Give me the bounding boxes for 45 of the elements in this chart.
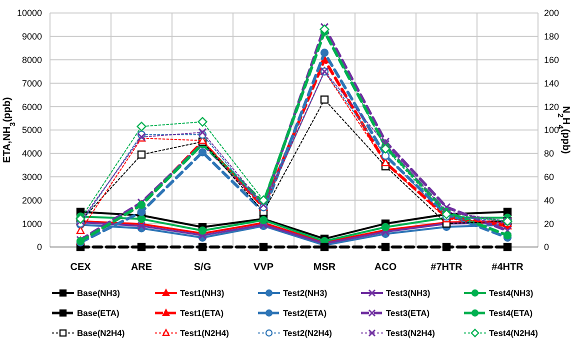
- y2-tick-label: 200: [544, 8, 560, 18]
- legend-label: Test2(N2H4): [283, 328, 332, 338]
- y2-tick-label: 160: [544, 54, 560, 65]
- y-tick-label: 4000: [22, 148, 42, 159]
- y-tick-label: 0: [36, 242, 42, 252]
- legend-label: Base(ETA): [77, 308, 120, 318]
- legend-label: Test3(NH3): [386, 288, 430, 298]
- x-tick-label: #7HTR: [430, 262, 464, 273]
- y2-tick-label: 20: [544, 218, 554, 229]
- legend-label: Test4(NH3): [489, 288, 534, 298]
- legend-label: Test2(ETA): [283, 308, 327, 318]
- y-tick-label: 7000: [22, 78, 42, 88]
- y2-tick-label: 120: [544, 102, 560, 112]
- y2-tick-label: 140: [544, 78, 560, 88]
- y-tick-label: 9000: [22, 32, 42, 42]
- y-tick-label: 6000: [22, 102, 42, 112]
- x-tick-label: #4HTR: [492, 262, 524, 273]
- legend-label: Test1(NH3): [180, 288, 224, 298]
- y-tick-label: 3000: [22, 172, 42, 182]
- x-tick-label: MSR: [313, 262, 336, 273]
- legend-label: Test1(ETA): [180, 308, 224, 318]
- legend-label: Test2(NH3): [283, 288, 328, 298]
- legend-label: Base(N2H4): [77, 328, 125, 338]
- legend-label: Test4(ETA): [489, 308, 533, 318]
- y2-tick-label: 0: [544, 242, 550, 252]
- legend-label: Test4(N2H4): [489, 328, 538, 338]
- x-tick-label: CEX: [70, 262, 92, 273]
- legend-label: Test3(ETA): [386, 308, 430, 318]
- y2-tick-label: 60: [544, 172, 554, 182]
- y2-tick-label: 180: [544, 32, 560, 42]
- y-tick-label: 2000: [22, 195, 42, 206]
- legend-label: Base(NH3): [77, 288, 120, 298]
- x-tick-label: ARE: [130, 262, 152, 273]
- legend-label: Test1(N2H4): [180, 328, 230, 338]
- x-tick-label: ACO: [374, 262, 397, 273]
- y2-tick-label: 80: [544, 148, 554, 159]
- x-tick-label: S/G: [194, 262, 212, 273]
- y-tick-label: 1000: [22, 218, 42, 229]
- y2-tick-label: 40: [544, 195, 554, 206]
- y-tick-label: 5000: [22, 125, 42, 136]
- y2-tick-label: 100: [544, 125, 560, 136]
- y-tick-label: 8000: [22, 54, 42, 65]
- y-tick-label: 10000: [16, 8, 42, 18]
- x-tick-label: VVP: [253, 262, 274, 273]
- legend-label: Test3(N2H4): [386, 328, 436, 338]
